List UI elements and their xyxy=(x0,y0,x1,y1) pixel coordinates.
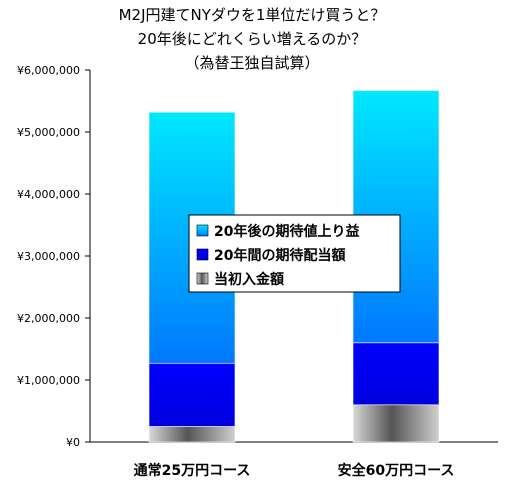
bar-segment xyxy=(352,342,440,406)
x-category-label: 安全60万円コース xyxy=(338,462,455,479)
chart-title-line-1: M2J円建てNYダウを1単位だけ買うと？ xyxy=(119,6,386,24)
legend-box xyxy=(188,214,401,293)
y-axis-tick-labels: ¥0 ¥1,000,000 ¥2,000,000 ¥3,000,000 ¥4,000,0… xyxy=(17,64,80,449)
bar-segment xyxy=(148,362,236,427)
legend-swatch xyxy=(196,272,209,285)
y-tick-label: ¥3,000,000 xyxy=(17,250,80,263)
bar-segment xyxy=(352,404,440,443)
x-category-label: 通常25万円コース xyxy=(134,462,251,479)
chart-title: M2J円建てNYダウを1単位だけ買うと？ 20年後にどれくらい増えるのか？ （為… xyxy=(119,6,386,72)
legend-label: 当初入金額 xyxy=(214,271,284,288)
y-tick-label: ¥5,000,000 xyxy=(17,126,80,139)
chart-title-line-2: 20年後にどれくらい増えるのか？ xyxy=(138,30,367,48)
y-tick-label: ¥0 xyxy=(66,436,80,449)
legend-swatch xyxy=(196,224,209,237)
legend-label: 20年後の期待値上り益 xyxy=(214,223,359,240)
y-tick-label: ¥6,000,000 xyxy=(17,64,80,77)
chart-title-line-3: （為替王独自試算） xyxy=(184,54,319,72)
y-tick-label: ¥4,000,000 xyxy=(17,188,80,201)
x-axis-category-labels: 通常25万円コース 安全60万円コース xyxy=(134,462,455,479)
bar-segment xyxy=(148,426,236,443)
legend-swatch xyxy=(196,248,209,261)
bars xyxy=(148,90,440,443)
y-tick-label: ¥2,000,000 xyxy=(17,312,80,325)
legend-label: 20年間の期待配当額 xyxy=(214,247,345,264)
y-tick-label: ¥1,000,000 xyxy=(17,374,80,387)
